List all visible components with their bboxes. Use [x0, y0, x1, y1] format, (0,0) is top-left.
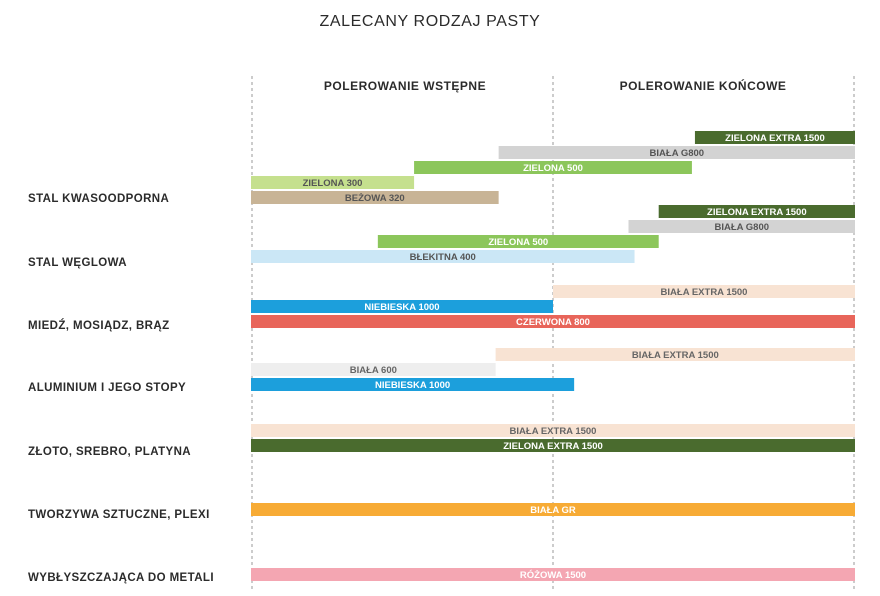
- bar-label: BŁEKITNA 400: [410, 252, 476, 263]
- bar-label: ZIELONA EXTRA 1500: [725, 133, 825, 144]
- category-label: TWORZYWA SZTUCZNE, PLEXI: [28, 509, 210, 521]
- bar-label: CZERWONA 800: [516, 317, 590, 328]
- bar-label: BIAŁA EXTRA 1500: [510, 426, 597, 437]
- category-label: WYBŁYSZCZAJĄCA DO METALI: [28, 572, 214, 584]
- bar-label: BIAŁA G800: [714, 222, 769, 233]
- phase-label-pre-polishing: POLEROWANIE WSTĘPNE: [324, 79, 486, 93]
- bar-label: BIAŁA 600: [350, 365, 397, 376]
- bar: [377, 235, 659, 248]
- bar: [495, 348, 855, 361]
- bar-label: BIAŁA EXTRA 1500: [632, 350, 719, 361]
- bar-label: BEŻOWA 320: [345, 193, 405, 204]
- category-labels: STAL KWASOODPORNA STAL WĘGLOWA MIEDŹ, MOSI…: [28, 193, 214, 584]
- bar: [251, 176, 415, 189]
- bar: [414, 161, 692, 174]
- bar-label: BIAŁA GR: [530, 505, 576, 516]
- bar-label: ZIELONA 300: [303, 178, 363, 189]
- bar: [251, 503, 855, 516]
- phase-label-final-polishing: POLEROWANIE KOŃCOWE: [620, 78, 787, 93]
- bar-label: NIEBIESKA 1000: [364, 302, 439, 313]
- bar: [553, 285, 855, 298]
- category-label: ZŁOTO, SREBRO, PLATYNA: [28, 446, 191, 458]
- bar-label: BIAŁA G800: [650, 148, 705, 159]
- bar: [251, 568, 855, 581]
- bar-label: BIAŁA EXTRA 1500: [661, 287, 748, 298]
- bar: [251, 300, 553, 313]
- bar: [498, 146, 855, 159]
- bar-label: ZIELONA 500: [523, 163, 583, 174]
- bars-group: ZIELONA EXTRA 1500 BIAŁA G800 ZIELONA 500 Z…: [251, 131, 855, 581]
- bar: [251, 439, 855, 452]
- bar-label: ZIELONA 500: [488, 237, 548, 248]
- category-label: MIEDŹ, MOSIĄDZ, BRĄZ: [28, 319, 170, 332]
- bar: [628, 220, 855, 233]
- bar: [658, 205, 855, 218]
- bar: [251, 363, 496, 376]
- bar: [251, 250, 635, 263]
- category-label: STAL WĘGLOWA: [28, 257, 127, 269]
- bar-label: ZIELONA EXTRA 1500: [503, 441, 603, 452]
- bar: [251, 378, 575, 391]
- bar: [251, 191, 499, 204]
- bar: [694, 131, 855, 144]
- bar-label: NIEBIESKA 1000: [375, 380, 450, 391]
- chart-title: ZALECANY RODZAJ PASTY: [320, 13, 541, 30]
- bar: [251, 424, 855, 437]
- bar-label: ZIELONA EXTRA 1500: [707, 207, 807, 218]
- category-label: ALUMINIUM I JEGO STOPY: [28, 382, 186, 394]
- category-label: STAL KWASOODPORNA: [28, 193, 169, 205]
- bar: [251, 315, 855, 328]
- bar-label: RÓŻOWA 1500: [520, 569, 586, 581]
